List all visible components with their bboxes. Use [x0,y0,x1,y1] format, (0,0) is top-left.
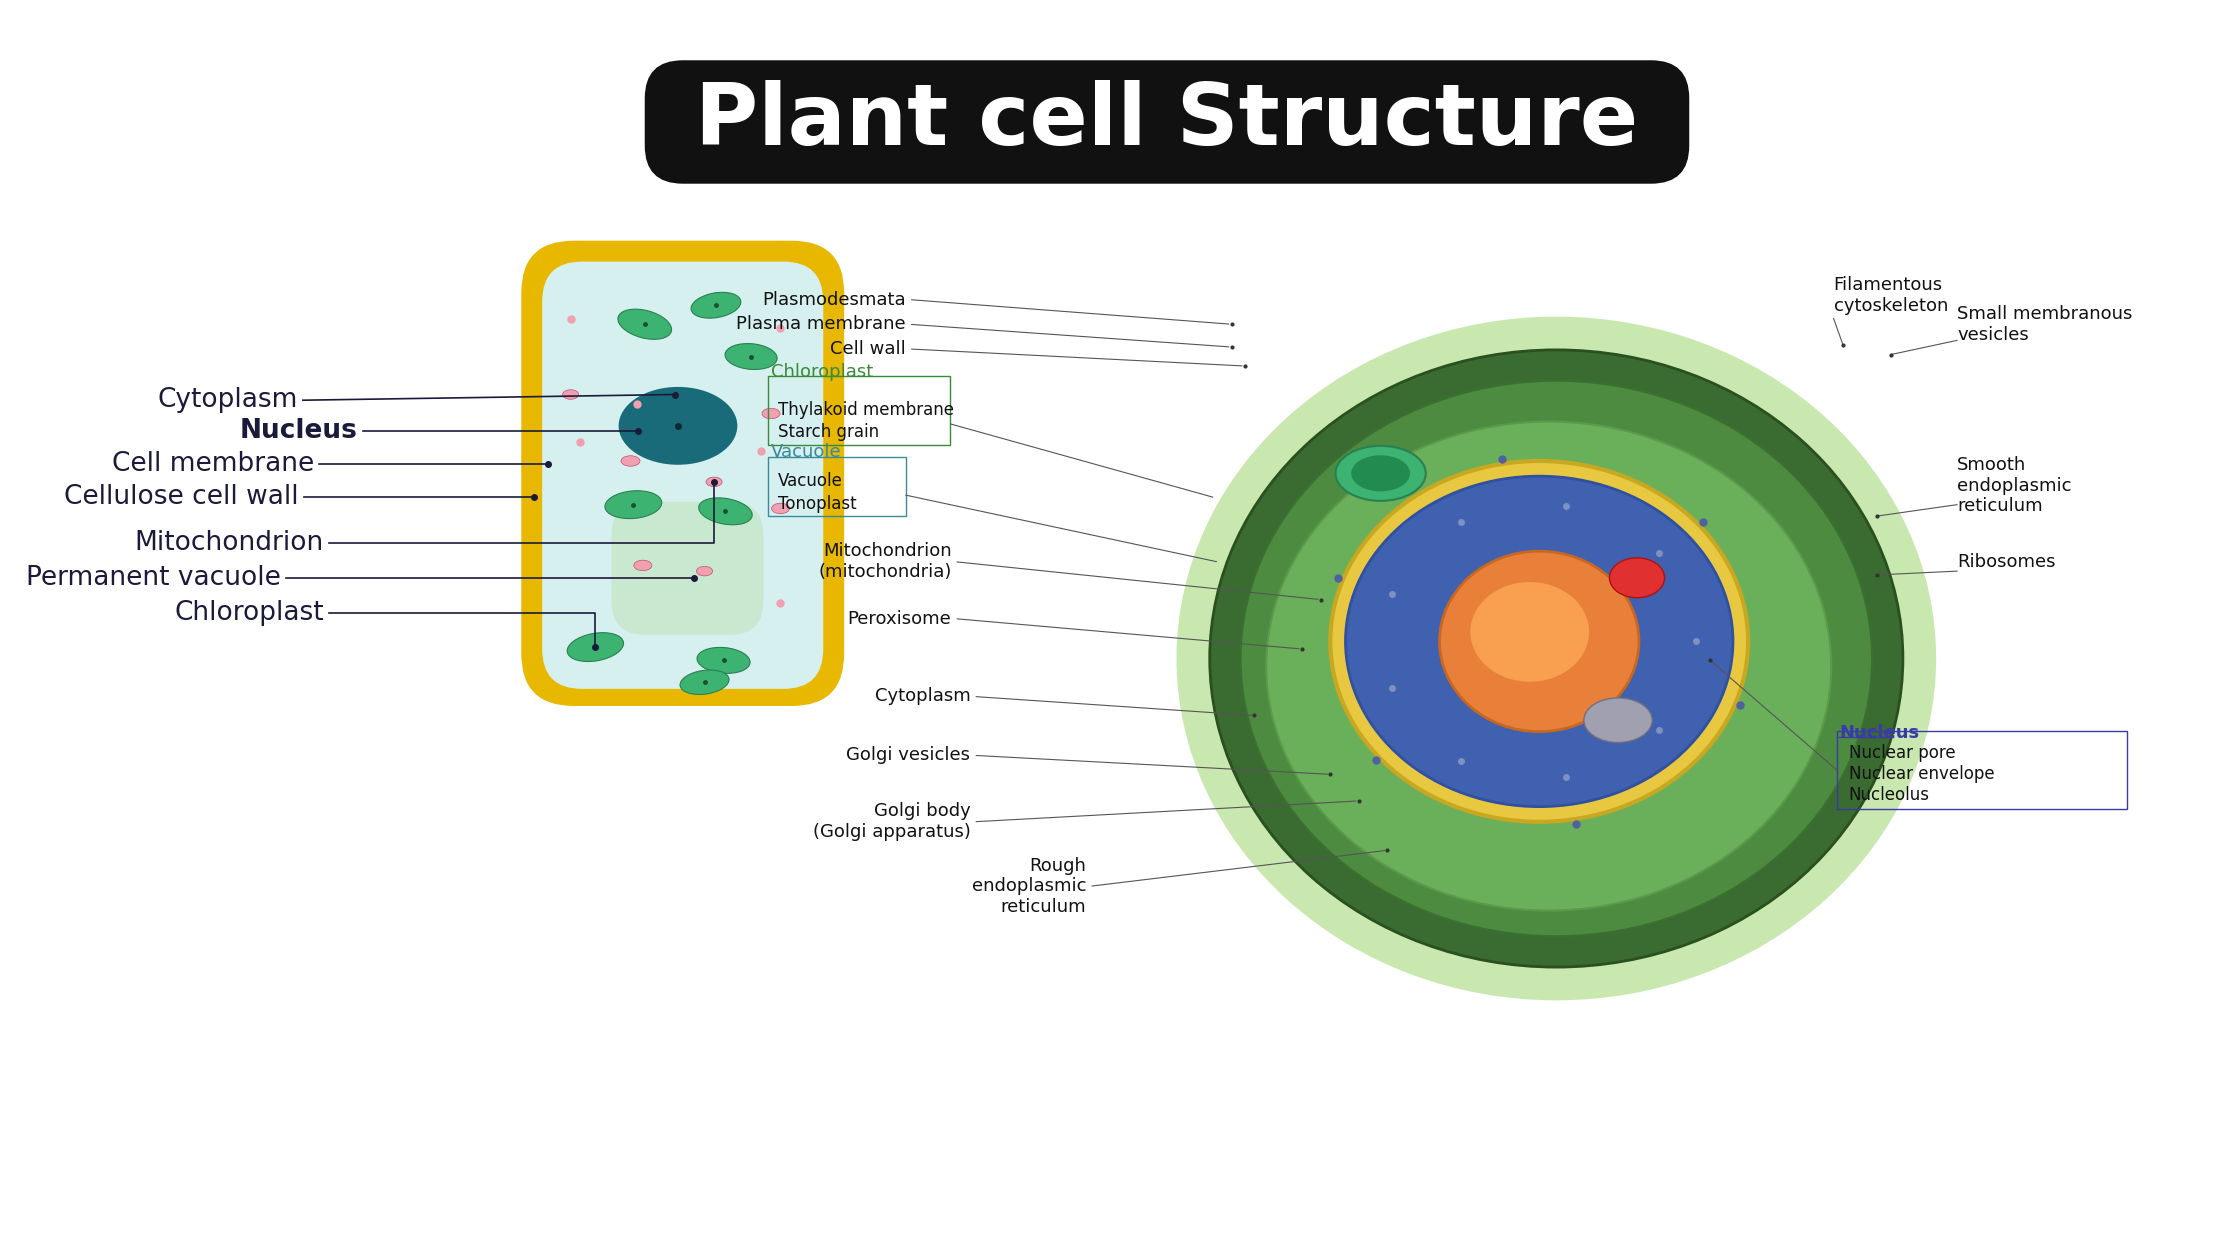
Text: Vacuole: Vacuole [771,444,842,461]
Ellipse shape [618,387,737,465]
Ellipse shape [562,389,578,399]
Ellipse shape [1351,455,1411,491]
Ellipse shape [692,292,741,319]
Text: Permanent vacuole: Permanent vacuole [27,564,280,591]
Ellipse shape [697,567,712,576]
FancyBboxPatch shape [612,501,764,635]
Ellipse shape [1331,461,1747,822]
Text: Golgi body
(Golgi apparatus): Golgi body (Golgi apparatus) [813,803,970,842]
Text: Chloroplast: Chloroplast [175,600,325,626]
Ellipse shape [1469,582,1588,682]
Text: Nucleus: Nucleus [1839,723,1920,742]
Text: Starch grain: Starch grain [777,423,878,441]
Ellipse shape [1266,422,1832,911]
FancyBboxPatch shape [542,262,824,689]
Text: Peroxisome: Peroxisome [847,610,952,627]
Ellipse shape [697,648,750,673]
Text: Thylakoid membrane: Thylakoid membrane [777,401,954,418]
Ellipse shape [681,670,728,694]
Ellipse shape [1241,381,1873,936]
Text: Mitochondrion: Mitochondrion [134,529,325,556]
Text: Filamentous
cytoskeleton: Filamentous cytoskeleton [1835,276,1949,315]
Ellipse shape [1176,316,1935,1000]
Text: Plant cell Structure: Plant cell Structure [694,81,1637,164]
Ellipse shape [634,561,652,571]
Text: Vacuole: Vacuole [777,472,842,490]
Ellipse shape [1611,558,1664,597]
Ellipse shape [771,503,788,514]
Ellipse shape [1584,698,1653,742]
Text: Cellulose cell wall: Cellulose cell wall [65,484,300,510]
Text: Cell membrane: Cell membrane [112,451,314,476]
Text: Small membranous
vesicles: Small membranous vesicles [1958,305,2132,344]
Text: Plasma membrane: Plasma membrane [737,315,905,333]
Text: Ribosomes: Ribosomes [1958,553,2056,571]
FancyBboxPatch shape [522,241,844,706]
Ellipse shape [762,408,780,418]
Text: Smooth
endoplasmic
reticulum: Smooth endoplasmic reticulum [1958,456,2072,515]
Text: Chloroplast: Chloroplast [771,363,874,382]
Text: Nucleus: Nucleus [240,417,358,444]
Ellipse shape [726,344,777,369]
Ellipse shape [567,633,623,662]
Ellipse shape [706,478,721,486]
Text: Nucleolus: Nucleolus [1848,786,1931,804]
Text: Rough
endoplasmic
reticulum: Rough endoplasmic reticulum [972,857,1086,916]
Ellipse shape [1440,551,1640,732]
Text: Tonoplast: Tonoplast [777,495,856,513]
Text: Golgi vesicles: Golgi vesicles [847,746,970,765]
Ellipse shape [699,498,753,524]
Text: Nuclear envelope: Nuclear envelope [1848,765,1994,784]
FancyBboxPatch shape [645,60,1689,184]
Text: Plasmodesmata: Plasmodesmata [762,291,905,309]
Text: Cytoplasm: Cytoplasm [157,387,298,413]
Ellipse shape [605,490,661,519]
Ellipse shape [1335,446,1425,501]
Ellipse shape [618,309,672,339]
Ellipse shape [1210,350,1904,968]
Text: Nuclear pore: Nuclear pore [1848,745,1956,762]
Text: Mitochondrion
(mitochondria): Mitochondrion (mitochondria) [818,542,952,581]
Ellipse shape [1346,476,1734,806]
Ellipse shape [620,456,641,466]
Text: Cell wall: Cell wall [831,340,905,358]
Text: Cytoplasm: Cytoplasm [874,688,970,706]
